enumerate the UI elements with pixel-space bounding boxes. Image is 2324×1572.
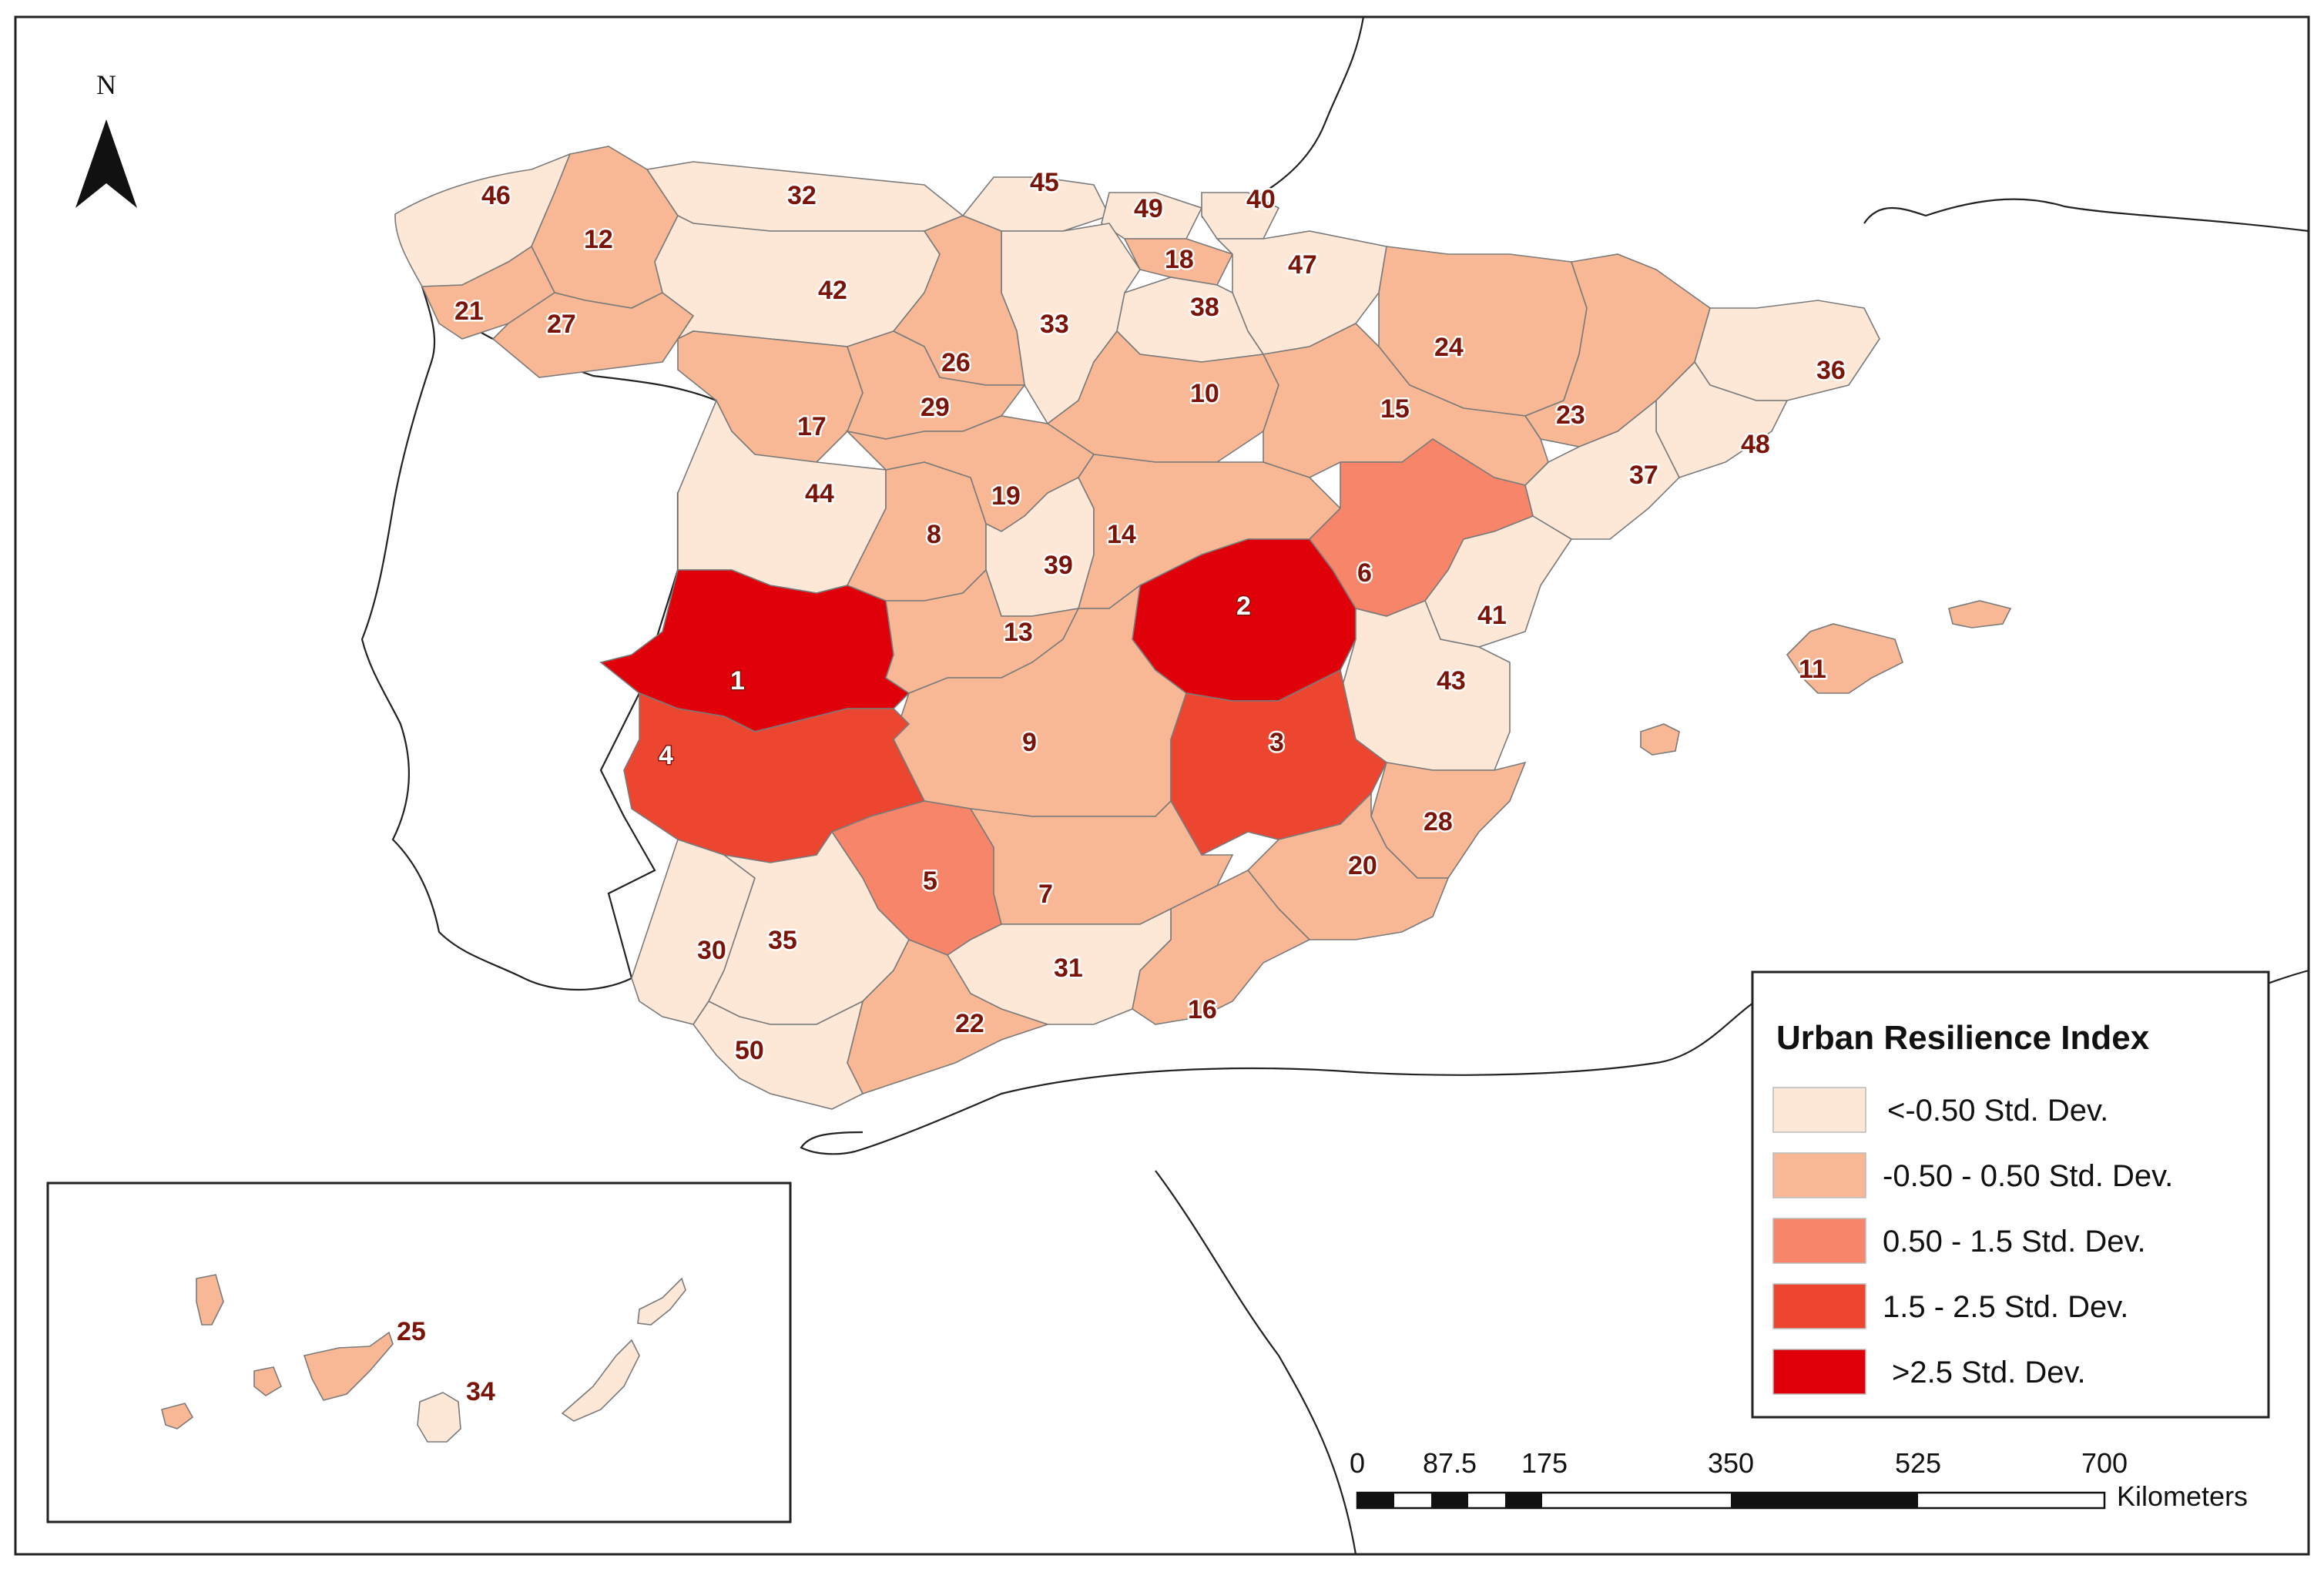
label-3: 3 (1269, 728, 1284, 757)
label-37: 37 (1629, 461, 1658, 490)
label-34: 34 (466, 1377, 495, 1406)
label-39: 39 (1044, 551, 1073, 580)
canary-fuerteventura (561, 1339, 640, 1422)
label-36: 36 (1816, 356, 1846, 385)
province-layer (394, 146, 2012, 1110)
label-6: 6 (1357, 558, 1372, 588)
label-46: 46 (481, 181, 511, 210)
label-48: 48 (1741, 430, 1770, 459)
portugal-outline (361, 286, 733, 991)
province-labels: 46 12 21 27 32 45 49 40 18 47 42 33 38 2… (395, 166, 1848, 1409)
scale-tick-0: 0 (1350, 1447, 1365, 1479)
label-24: 24 (1434, 333, 1464, 362)
label-20: 20 (1348, 851, 1377, 880)
label-12: 12 (584, 225, 613, 254)
legend: Urban Resilience Index <-0.50 Std. Dev. … (1751, 970, 2270, 1419)
label-16: 16 (1188, 995, 1217, 1024)
legend-swatch-5 (1772, 1349, 1866, 1395)
label-40: 40 (1246, 185, 1276, 214)
label-8: 8 (927, 520, 941, 549)
label-25: 25 (397, 1317, 426, 1346)
label-23: 23 (1556, 401, 1585, 430)
legend-label-1: <-0.50 Std. Dev. (1887, 1094, 2108, 1128)
label-2: 2 (1236, 592, 1251, 621)
scale-tick-175: 175 (1521, 1447, 1568, 1479)
north-arrow-icon (75, 119, 137, 208)
label-28: 28 (1424, 807, 1453, 836)
label-11: 11 (1799, 655, 1826, 684)
label-26: 26 (941, 348, 971, 377)
label-50: 50 (735, 1036, 764, 1065)
label-32: 32 (787, 181, 817, 210)
legend-label-3: 0.50 - 1.5 Std. Dev. (1883, 1225, 2146, 1259)
label-44: 44 (805, 479, 834, 508)
scale-unit: Kilometers (2117, 1480, 2248, 1512)
north-arrow: N (75, 69, 137, 208)
label-21: 21 (454, 297, 484, 326)
label-13: 13 (1004, 618, 1033, 647)
label-45: 45 (1030, 168, 1059, 197)
label-42: 42 (818, 276, 847, 305)
canary-la-palma (196, 1274, 224, 1326)
province-11-minorca (1948, 600, 2012, 628)
legend-label-2: -0.50 - 0.50 Std. Dev. (1883, 1159, 2173, 1193)
legend-swatch-2 (1772, 1152, 1866, 1198)
label-27: 27 (547, 310, 576, 339)
province-11-ibiza (1640, 723, 1680, 756)
scale-tick-87-5: 87.5 (1423, 1447, 1477, 1479)
label-1: 1 (730, 666, 745, 696)
label-33: 33 (1040, 310, 1069, 339)
label-22: 22 (955, 1009, 984, 1038)
province-50 (693, 1000, 864, 1110)
label-15: 15 (1380, 394, 1410, 424)
north-label: N (96, 69, 116, 100)
scale-tick-700: 700 (2081, 1447, 2128, 1479)
label-18: 18 (1165, 245, 1194, 274)
legend-label-4: 1.5 - 2.5 Std. Dev. (1883, 1290, 2128, 1324)
label-19: 19 (991, 481, 1021, 511)
province-34 (417, 1392, 461, 1443)
label-7: 7 (1038, 880, 1053, 909)
legend-swatch-4 (1772, 1283, 1866, 1329)
canary-inset (46, 1182, 792, 1523)
legend-title: Urban Resilience Index (1776, 1019, 2150, 1057)
label-38: 38 (1190, 293, 1219, 322)
canary-el-hierro (161, 1403, 194, 1430)
label-30: 30 (697, 936, 726, 965)
label-43: 43 (1437, 666, 1466, 696)
legend-label-5: >2.5 Std. Dev. (1892, 1356, 2086, 1389)
label-47: 47 (1288, 250, 1317, 280)
label-35: 35 (768, 926, 797, 955)
canary-lanzarote (637, 1277, 686, 1326)
label-10: 10 (1190, 379, 1219, 408)
label-14: 14 (1107, 520, 1136, 549)
label-17: 17 (797, 412, 827, 441)
label-31: 31 (1054, 954, 1083, 983)
label-9: 9 (1022, 728, 1037, 757)
province-25 (303, 1331, 394, 1401)
legend-swatch-1 (1772, 1087, 1866, 1133)
legend-swatch-3 (1772, 1218, 1866, 1264)
label-5: 5 (923, 866, 937, 896)
label-4: 4 (659, 741, 673, 770)
label-29: 29 (921, 393, 950, 422)
province-11 (1786, 623, 1903, 694)
label-49: 49 (1134, 194, 1163, 223)
coastlines (800, 16, 2309, 1555)
canary-la-gomera (253, 1366, 282, 1396)
scale-tick-350: 350 (1708, 1447, 1754, 1479)
label-41: 41 (1477, 601, 1507, 630)
scale-bar: 0 87.5 175 350 525 700 Kilometers (1350, 1447, 2248, 1512)
scale-tick-525: 525 (1895, 1447, 1941, 1479)
province-17 (677, 330, 864, 463)
